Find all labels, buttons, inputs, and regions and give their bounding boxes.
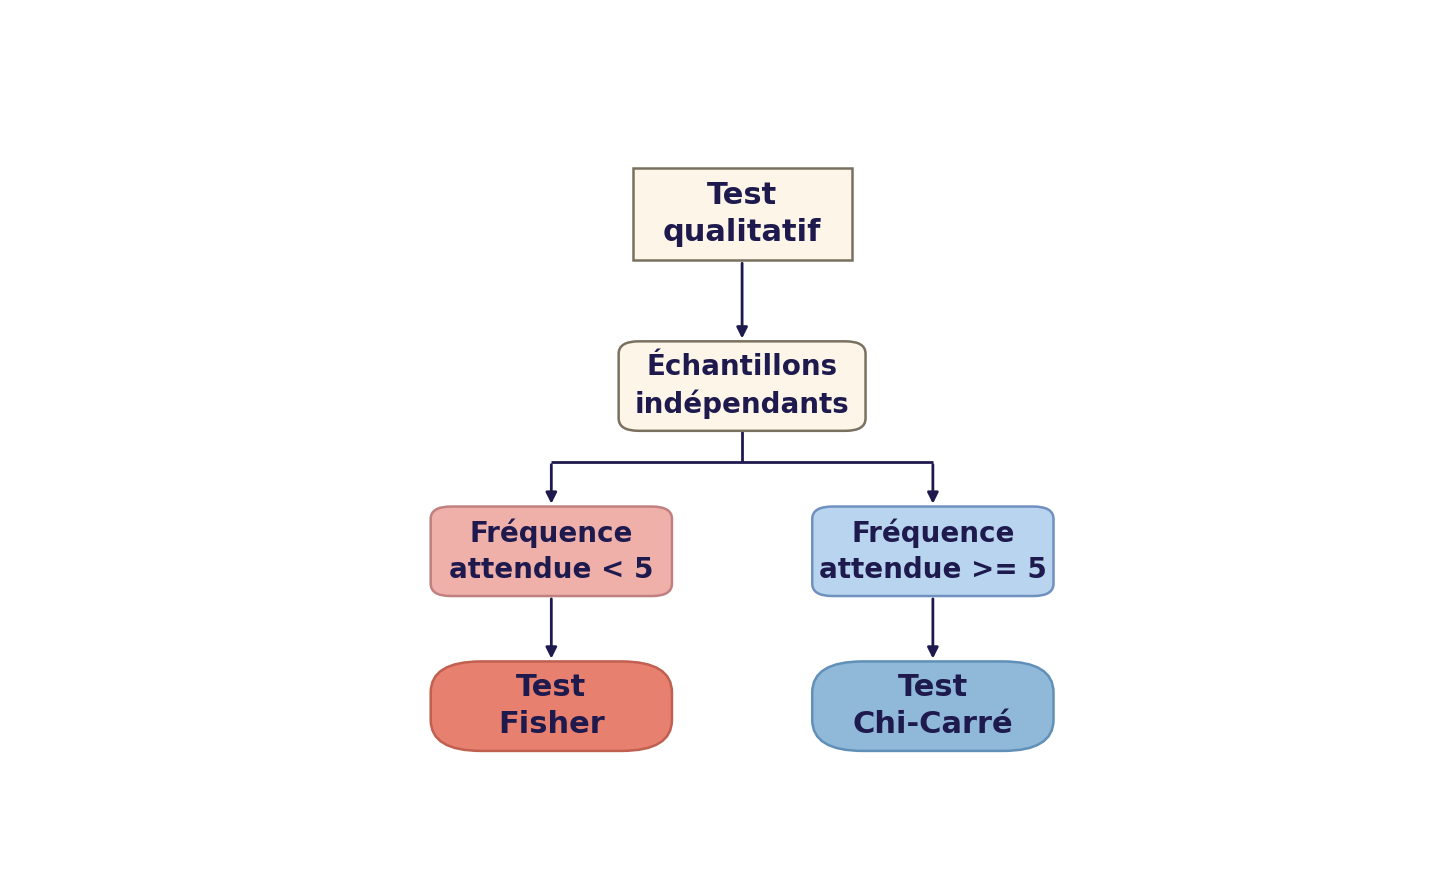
Text: Fréquence
attendue < 5: Fréquence attendue < 5 [449,519,653,584]
FancyBboxPatch shape [430,507,672,596]
Text: Test
Fisher: Test Fisher [498,673,605,739]
FancyBboxPatch shape [633,167,851,260]
FancyBboxPatch shape [812,507,1054,596]
Text: Test
qualitatif: Test qualitatif [663,181,821,247]
Text: Test
Chi-Carré: Test Chi-Carré [853,673,1014,739]
FancyBboxPatch shape [618,342,866,431]
FancyBboxPatch shape [430,662,672,751]
Text: Fréquence
attendue >= 5: Fréquence attendue >= 5 [820,519,1047,584]
Text: Échantillons
indépendants: Échantillons indépendants [634,353,850,419]
FancyBboxPatch shape [812,662,1054,751]
